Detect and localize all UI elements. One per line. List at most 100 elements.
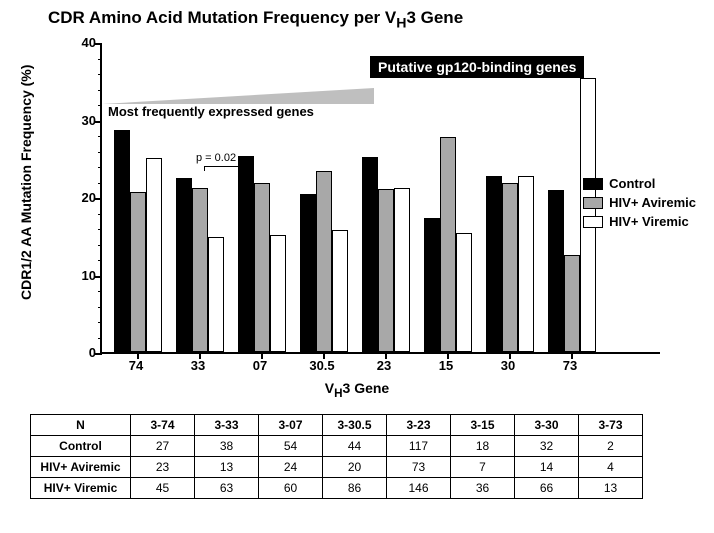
title-after: 3 Gene bbox=[406, 8, 463, 27]
xlabel-pre: V bbox=[325, 380, 334, 396]
legend-swatch bbox=[583, 197, 603, 209]
xtick-label: 74 bbox=[129, 358, 143, 373]
p-value-label: p = 0.02 bbox=[196, 152, 236, 164]
bar bbox=[146, 158, 162, 352]
table-corner-cell: N bbox=[31, 415, 131, 436]
gp120-banner: Putative gp120-binding genes bbox=[370, 56, 584, 78]
ytick-major bbox=[95, 121, 102, 123]
bar bbox=[114, 130, 130, 352]
ytick-label: 10 bbox=[70, 268, 96, 283]
table-row-header: HIV+ Aviremic bbox=[31, 457, 131, 478]
p-value-bracket bbox=[204, 166, 240, 167]
table-col-header: 3-74 bbox=[131, 415, 195, 436]
bar bbox=[440, 137, 456, 352]
ytick-minor bbox=[98, 183, 102, 184]
table-cell: 13 bbox=[579, 478, 643, 499]
table-row: HIV+ Viremic45636086146366613 bbox=[31, 478, 643, 499]
table-row: HIV+ Aviremic23132420737144 bbox=[31, 457, 643, 478]
ytick-minor bbox=[98, 59, 102, 60]
legend-label: HIV+ Viremic bbox=[609, 214, 689, 229]
bar bbox=[238, 156, 254, 352]
table-cell: 66 bbox=[515, 478, 579, 499]
ytick-minor bbox=[98, 214, 102, 215]
y-axis-label: CDR1/2 AA Mutation Frequency (%) bbox=[18, 65, 34, 300]
freq-expressed-label: Most frequently expressed genes bbox=[108, 104, 314, 119]
x-axis-label: VH3 Gene bbox=[0, 380, 714, 400]
legend-label: Control bbox=[609, 176, 655, 191]
ytick-minor bbox=[98, 136, 102, 137]
xtick-label: 23 bbox=[377, 358, 391, 373]
ytick-minor bbox=[98, 307, 102, 308]
xtick-label: 30.5 bbox=[309, 358, 334, 373]
bar bbox=[254, 183, 270, 352]
ytick-minor bbox=[98, 167, 102, 168]
legend: Control HIV+ Aviremic HIV+ Viremic bbox=[583, 176, 696, 233]
table-cell: 73 bbox=[387, 457, 451, 478]
bar bbox=[332, 230, 348, 352]
ytick-minor bbox=[98, 152, 102, 153]
legend-item: Control bbox=[583, 176, 696, 191]
ytick-minor bbox=[98, 291, 102, 292]
bar bbox=[176, 178, 192, 352]
legend-item: HIV+ Aviremic bbox=[583, 195, 696, 210]
ytick-major bbox=[95, 43, 102, 45]
table-col-header: 3-23 bbox=[387, 415, 451, 436]
table-header-row: N3-743-333-073-30.53-233-153-303-73 bbox=[31, 415, 643, 436]
table-cell: 63 bbox=[195, 478, 259, 499]
table-cell: 38 bbox=[195, 436, 259, 457]
ytick-minor bbox=[98, 322, 102, 323]
bar bbox=[130, 192, 146, 352]
ytick-minor bbox=[98, 105, 102, 106]
bar bbox=[548, 190, 564, 352]
bar bbox=[208, 237, 224, 352]
table-col-header: 3-33 bbox=[195, 415, 259, 436]
table-cell: 20 bbox=[323, 457, 387, 478]
ytick-major bbox=[95, 353, 102, 355]
ytick-label: 0 bbox=[70, 345, 96, 360]
table-cell: 4 bbox=[579, 457, 643, 478]
xtick-label: 30 bbox=[501, 358, 515, 373]
xlabel-sub: H bbox=[334, 387, 342, 400]
chart-title: CDR Amino Acid Mutation Frequency per VH… bbox=[48, 8, 463, 31]
table-col-header: 3-15 bbox=[451, 415, 515, 436]
ytick-label: 40 bbox=[70, 35, 96, 50]
table-col-header: 3-07 bbox=[259, 415, 323, 436]
bar bbox=[362, 157, 378, 352]
table-cell: 13 bbox=[195, 457, 259, 478]
table-cell: 45 bbox=[131, 478, 195, 499]
table-cell: 36 bbox=[451, 478, 515, 499]
ytick-minor bbox=[98, 245, 102, 246]
bar bbox=[564, 255, 580, 352]
ytick-minor bbox=[98, 74, 102, 75]
bar bbox=[378, 189, 394, 352]
bar bbox=[300, 194, 316, 352]
table-cell: 86 bbox=[323, 478, 387, 499]
legend-swatch bbox=[583, 178, 603, 190]
figure-container: CDR Amino Acid Mutation Frequency per VH… bbox=[0, 0, 714, 533]
ytick-minor bbox=[98, 260, 102, 261]
xtick-label: 73 bbox=[563, 358, 577, 373]
ytick-label: 30 bbox=[70, 113, 96, 128]
table-cell: 27 bbox=[131, 436, 195, 457]
table-cell: 60 bbox=[259, 478, 323, 499]
xtick-label: 33 bbox=[191, 358, 205, 373]
xtick-label: 15 bbox=[439, 358, 453, 373]
table-cell: 23 bbox=[131, 457, 195, 478]
table-cell: 32 bbox=[515, 436, 579, 457]
bar bbox=[502, 183, 518, 352]
ytick-minor bbox=[98, 229, 102, 230]
table-cell: 24 bbox=[259, 457, 323, 478]
table-row-header: Control bbox=[31, 436, 131, 457]
legend-item: HIV+ Viremic bbox=[583, 214, 696, 229]
table-cell: 14 bbox=[515, 457, 579, 478]
xtick-label: 07 bbox=[253, 358, 267, 373]
bar bbox=[316, 171, 332, 352]
table-cell: 18 bbox=[451, 436, 515, 457]
ytick-minor bbox=[98, 338, 102, 339]
table-cell: 146 bbox=[387, 478, 451, 499]
legend-label: HIV+ Aviremic bbox=[609, 195, 696, 210]
legend-swatch bbox=[583, 216, 603, 228]
ytick-major bbox=[95, 276, 102, 278]
bar bbox=[270, 235, 286, 352]
ytick-label: 20 bbox=[70, 190, 96, 205]
